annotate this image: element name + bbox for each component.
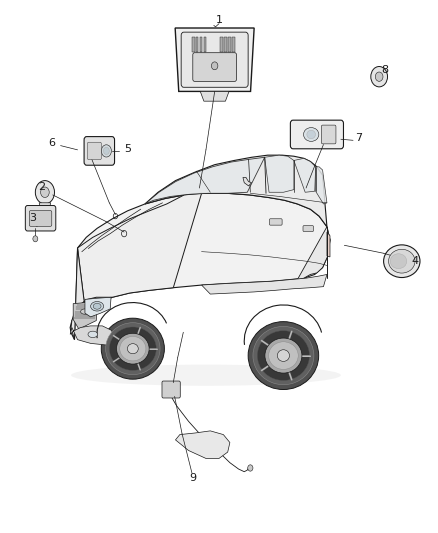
- Polygon shape: [327, 232, 330, 257]
- Bar: [37, 211, 53, 216]
- Text: 4: 4: [411, 256, 418, 266]
- Ellipse shape: [101, 318, 164, 379]
- Text: 9: 9: [189, 473, 197, 482]
- Bar: [232, 37, 235, 52]
- Bar: [200, 37, 202, 52]
- Ellipse shape: [390, 254, 407, 269]
- Circle shape: [371, 67, 388, 87]
- Polygon shape: [176, 431, 230, 458]
- Ellipse shape: [253, 326, 314, 385]
- Ellipse shape: [110, 327, 156, 370]
- FancyBboxPatch shape: [181, 32, 248, 87]
- Text: 8: 8: [381, 66, 388, 75]
- Text: 3: 3: [29, 213, 36, 223]
- Circle shape: [41, 187, 49, 198]
- Polygon shape: [297, 227, 330, 280]
- Circle shape: [33, 236, 38, 242]
- Text: 2: 2: [38, 182, 46, 192]
- Polygon shape: [265, 155, 294, 192]
- Ellipse shape: [268, 342, 298, 369]
- Polygon shape: [316, 167, 327, 204]
- Bar: [224, 37, 227, 52]
- Ellipse shape: [71, 365, 341, 386]
- FancyBboxPatch shape: [193, 53, 237, 82]
- Ellipse shape: [127, 344, 138, 354]
- Polygon shape: [85, 297, 111, 317]
- Ellipse shape: [91, 302, 104, 311]
- FancyBboxPatch shape: [162, 381, 180, 398]
- Polygon shape: [70, 193, 330, 340]
- Bar: [228, 37, 231, 52]
- Ellipse shape: [101, 145, 111, 157]
- Ellipse shape: [88, 331, 98, 337]
- Ellipse shape: [120, 336, 146, 361]
- Ellipse shape: [307, 130, 315, 139]
- Text: 5: 5: [124, 144, 131, 154]
- FancyBboxPatch shape: [25, 206, 56, 231]
- Polygon shape: [78, 193, 201, 308]
- Bar: [220, 37, 223, 52]
- Ellipse shape: [81, 309, 89, 314]
- Circle shape: [35, 181, 54, 204]
- Polygon shape: [145, 155, 327, 227]
- FancyBboxPatch shape: [303, 225, 314, 231]
- Ellipse shape: [248, 321, 319, 390]
- Polygon shape: [145, 157, 265, 204]
- Ellipse shape: [103, 147, 110, 155]
- Circle shape: [248, 465, 253, 471]
- Polygon shape: [200, 92, 229, 101]
- FancyBboxPatch shape: [88, 142, 101, 159]
- Ellipse shape: [106, 322, 160, 375]
- Text: 6: 6: [48, 139, 55, 149]
- FancyBboxPatch shape: [290, 120, 343, 149]
- Ellipse shape: [93, 303, 101, 309]
- Circle shape: [375, 72, 383, 82]
- Ellipse shape: [265, 338, 302, 373]
- Ellipse shape: [384, 245, 420, 278]
- FancyBboxPatch shape: [269, 219, 282, 225]
- Polygon shape: [71, 248, 113, 340]
- Ellipse shape: [117, 333, 149, 364]
- Bar: [192, 37, 194, 52]
- Ellipse shape: [277, 350, 290, 361]
- Polygon shape: [175, 28, 254, 92]
- Polygon shape: [201, 274, 327, 294]
- Polygon shape: [70, 326, 116, 345]
- FancyBboxPatch shape: [29, 211, 52, 227]
- Polygon shape: [73, 300, 97, 329]
- Text: 1: 1: [215, 15, 223, 25]
- Polygon shape: [39, 203, 51, 211]
- Text: 7: 7: [355, 133, 362, 143]
- Polygon shape: [294, 158, 316, 192]
- Ellipse shape: [257, 330, 310, 381]
- Bar: [204, 37, 206, 52]
- Ellipse shape: [304, 127, 319, 141]
- FancyBboxPatch shape: [84, 136, 115, 165]
- Polygon shape: [243, 177, 252, 186]
- Circle shape: [212, 62, 218, 70]
- Ellipse shape: [389, 249, 415, 273]
- Bar: [196, 37, 198, 52]
- FancyBboxPatch shape: [321, 125, 336, 144]
